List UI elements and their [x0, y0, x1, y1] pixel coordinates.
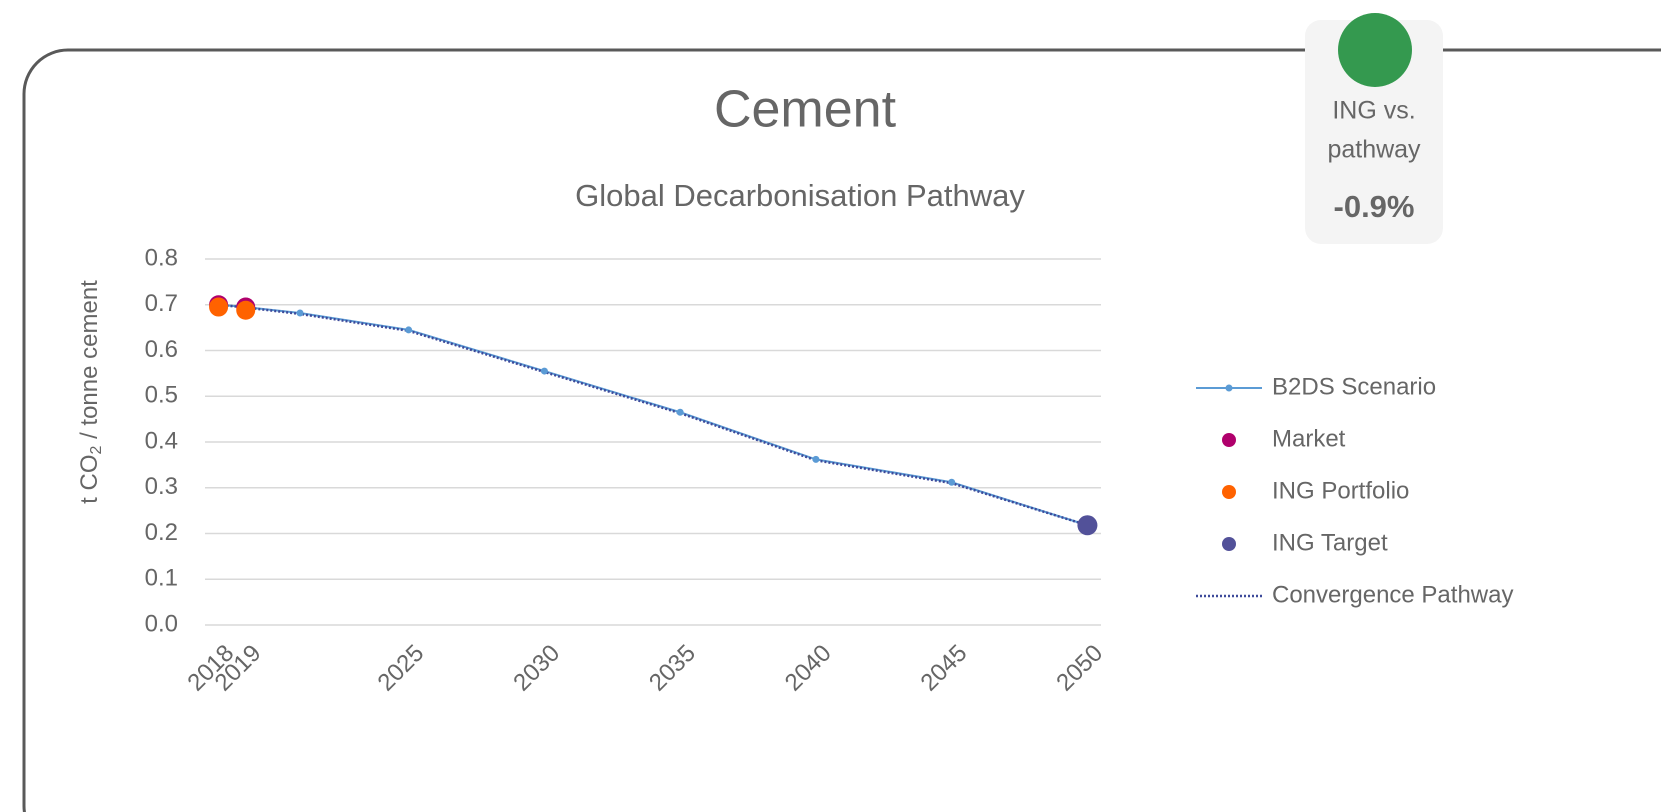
y-tick-label: 0.3	[145, 473, 178, 500]
data-point	[676, 408, 684, 416]
legend-symbol	[1222, 485, 1236, 499]
y-tick-label: 0.0	[145, 610, 178, 637]
data-point	[540, 367, 548, 375]
y-tick-label: 0.7	[145, 290, 178, 317]
x-tick-label: 2050	[1051, 640, 1108, 697]
series-line	[218, 303, 1088, 527]
chart-subtitle: Global Decarbonisation Pathway	[575, 178, 1025, 213]
y-tick-label: 0.2	[145, 519, 178, 546]
data-point	[209, 297, 229, 317]
legend-label: B2DS Scenario	[1272, 373, 1436, 400]
legend-label: ING Target	[1272, 529, 1388, 556]
y-axis-label: t CO2 / tonne cement	[76, 280, 105, 504]
x-tick-label: 2030	[508, 640, 565, 697]
x-tick-label: 2040	[780, 640, 837, 697]
y-tick-label: 0.1	[145, 565, 178, 592]
y-tick-label: 0.4	[145, 427, 178, 454]
badge-label: pathway	[1327, 136, 1421, 164]
legend-symbol	[1222, 433, 1236, 447]
data-point	[236, 300, 256, 320]
legend-symbol	[1222, 537, 1236, 551]
x-tick-label: 2025	[373, 640, 430, 697]
data-point	[812, 455, 820, 463]
x-tick-label: 2035	[644, 640, 701, 697]
y-tick-label: 0.6	[145, 336, 178, 363]
legend-label: Convergence Pathway	[1272, 581, 1513, 608]
legend-symbol	[1225, 384, 1233, 392]
y-tick-label: 0.5	[145, 382, 178, 409]
badge-indicator	[1338, 13, 1412, 87]
legend-label: Market	[1272, 425, 1346, 452]
badge-box	[1305, 20, 1443, 244]
chart-title: Cement	[714, 81, 897, 139]
pathway-line	[218, 303, 1088, 527]
badge-label: ING vs.	[1332, 97, 1415, 125]
data-point	[948, 478, 956, 486]
data-point	[296, 309, 304, 317]
data-point	[1077, 515, 1098, 536]
badge-value: -0.9%	[1334, 189, 1415, 224]
card	[22, 48, 1661, 812]
legend-label: ING Portfolio	[1272, 477, 1409, 504]
x-tick-label: 2045	[916, 640, 973, 697]
y-tick-label: 0.8	[145, 244, 178, 271]
data-point	[405, 326, 413, 334]
